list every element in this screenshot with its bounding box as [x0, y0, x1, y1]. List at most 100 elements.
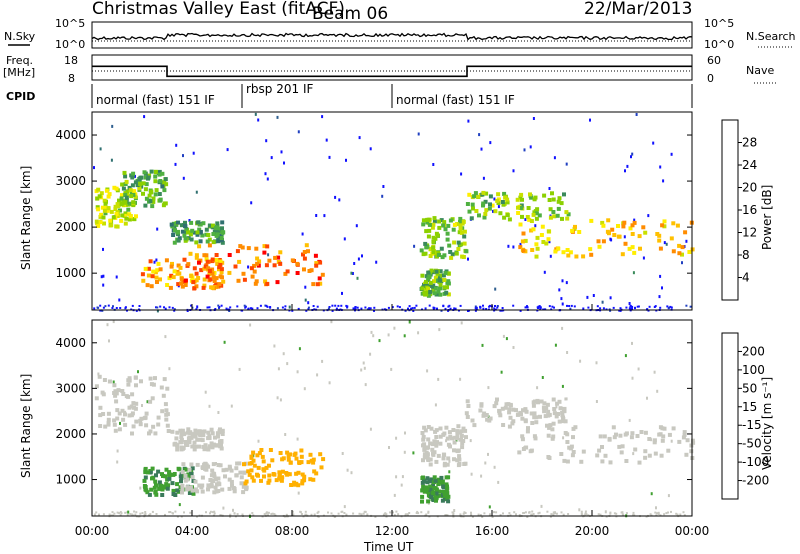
echo-cell	[421, 218, 426, 223]
noise-mark	[113, 512, 116, 515]
echo-cell	[496, 192, 501, 197]
echo-cell	[183, 278, 188, 283]
echo-cell	[439, 475, 444, 480]
noise-mark	[398, 306, 401, 309]
scatter-mark	[116, 449, 119, 453]
echo-cell	[602, 434, 607, 439]
echo-cell	[456, 424, 461, 429]
noise-mark	[471, 515, 474, 518]
echo-cell	[627, 246, 632, 251]
colorbar-tick-label: 200	[742, 344, 765, 358]
echo-cell	[638, 246, 642, 251]
scatter-mark	[626, 164, 629, 168]
scatter-mark	[330, 320, 333, 324]
noise-mark	[608, 308, 611, 311]
echo-cell	[424, 229, 429, 234]
echo-cell	[123, 203, 128, 207]
scatter-mark	[303, 387, 306, 391]
noise-mark	[637, 305, 640, 308]
noise-mark	[96, 306, 99, 309]
echo-cell	[195, 489, 200, 494]
noise-mark	[532, 513, 535, 515]
scatter-mark	[102, 283, 105, 287]
noise-mark	[174, 510, 177, 513]
echo-cell	[427, 283, 431, 288]
scatter-mark	[647, 214, 650, 218]
echo-cell	[445, 486, 450, 491]
echo-cell	[435, 254, 439, 259]
echo-cell	[689, 443, 694, 448]
noise-mark	[133, 510, 136, 513]
echo-cell	[690, 247, 695, 252]
echo-cell	[662, 224, 667, 229]
echo-cell	[508, 415, 513, 420]
echo-cell	[444, 425, 449, 430]
scatter-mark	[579, 359, 582, 363]
noise-mark	[163, 306, 165, 309]
noise-mark	[310, 513, 313, 516]
echo-cell	[507, 217, 512, 222]
echo-cell	[218, 427, 222, 432]
echo-cell	[237, 461, 242, 466]
scatter-mark	[357, 257, 360, 261]
echo-cell	[477, 213, 481, 218]
noise-mark	[519, 309, 522, 312]
noise-mark	[250, 307, 252, 310]
scatter-mark	[417, 132, 420, 136]
noise-mark	[442, 304, 445, 307]
echo-cell	[658, 246, 663, 251]
colorbar-tick-label: -15	[742, 418, 762, 432]
echo-cell	[165, 486, 170, 491]
echo-cell	[250, 475, 255, 480]
echo-cell	[172, 269, 177, 274]
echo-cell	[558, 406, 563, 411]
echo-cell	[529, 228, 534, 233]
echo-cell	[211, 275, 216, 280]
echo-cell	[116, 204, 121, 209]
scatter-mark	[168, 367, 171, 371]
echo-cell	[202, 463, 207, 468]
echo-cell	[624, 459, 629, 463]
noise-mark	[526, 305, 528, 308]
echo-cell	[466, 404, 471, 408]
noise-mark	[451, 511, 454, 514]
echo-cell	[470, 202, 475, 207]
echo-cell	[142, 484, 147, 488]
echo-cell	[445, 436, 450, 441]
echo-cell	[445, 237, 450, 242]
scatter-mark	[487, 452, 489, 456]
echo-cell	[220, 432, 225, 436]
scatter-mark	[321, 115, 324, 119]
echo-cell	[242, 277, 247, 282]
date-label: 22/Mar/2013	[584, 0, 692, 19]
echo-cell	[181, 431, 186, 436]
echo-cell	[505, 213, 510, 218]
echo-cell	[611, 425, 616, 430]
echo-cell	[216, 239, 221, 244]
echo-cell	[158, 267, 163, 272]
echo-cell	[100, 205, 105, 210]
echo-cell	[160, 493, 165, 497]
echo-cell	[241, 490, 246, 495]
echo-cell	[144, 423, 149, 428]
echo-cell	[170, 481, 175, 486]
echo-cell	[106, 206, 111, 211]
scatter-mark	[238, 367, 241, 371]
echo-cell	[218, 274, 223, 279]
echo-cell	[605, 229, 610, 234]
echo-cell	[535, 235, 540, 240]
noise-mark	[584, 510, 587, 513]
echo-cell	[488, 416, 493, 421]
echo-cell	[141, 181, 146, 186]
noise-mark	[119, 307, 122, 309]
echo-cell	[296, 470, 301, 475]
echo-cell	[488, 202, 492, 207]
noise-mark	[335, 307, 338, 310]
noise-mark	[454, 307, 457, 310]
noise-mark	[613, 512, 616, 515]
echo-cell	[531, 212, 536, 217]
echo-cell	[601, 223, 606, 228]
scatter-mark	[328, 155, 331, 159]
noise-mark	[404, 513, 407, 516]
scatter-mark	[548, 240, 551, 244]
